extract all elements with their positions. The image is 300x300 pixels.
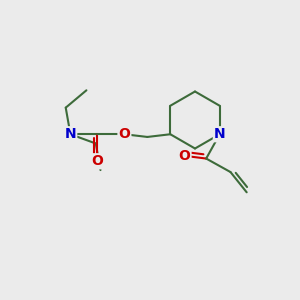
- Text: O: O: [92, 154, 104, 168]
- Text: N: N: [64, 127, 76, 141]
- Text: O: O: [178, 149, 190, 163]
- Text: O: O: [118, 127, 130, 141]
- Text: N: N: [214, 127, 226, 141]
